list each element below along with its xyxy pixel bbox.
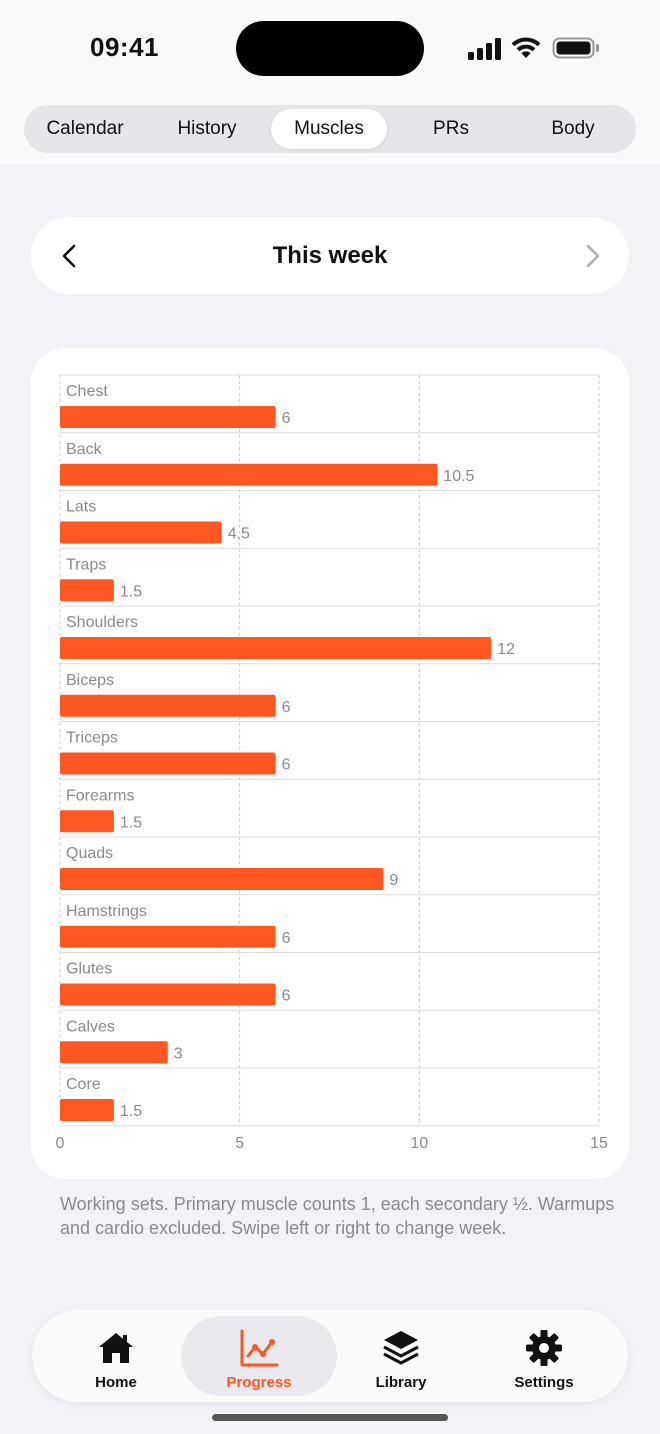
tab-settings[interactable]: Settings	[466, 1316, 622, 1396]
segmented-control: Calendar History Muscles PRs Body	[24, 105, 636, 153]
category-label: Chest	[66, 383, 108, 400]
category-label: Shoulders	[66, 614, 138, 631]
value-label: 3	[174, 1045, 183, 1062]
dynamic-island	[236, 21, 424, 76]
value-label: 6	[282, 757, 291, 774]
x-tick-label: 5	[235, 1135, 244, 1152]
value-label: 12	[497, 641, 515, 658]
x-tick-label: 0	[56, 1135, 65, 1152]
category-label: Lats	[66, 499, 96, 516]
home-indicator	[212, 1414, 448, 1421]
value-label: 4.5	[228, 526, 250, 543]
value-label: 1.5	[120, 1103, 142, 1120]
layers-stack-icon	[383, 1331, 419, 1365]
segment-prs[interactable]: PRs	[433, 118, 469, 139]
tab-progress-label: Progress	[226, 1374, 292, 1391]
value-label: 1.5	[120, 814, 142, 831]
bar-hamstrings	[60, 925, 276, 948]
value-label: 1.5	[120, 583, 142, 600]
bar-core	[60, 1099, 114, 1121]
muscle-sets-chart-card: Chest 6 Back 10.5 Lats 4.5 Traps 1.5 Shoulders 12…	[31, 348, 629, 1179]
muscle-sets-chart: Chest 6 Back 10.5 Lats 4.5 Traps 1.5 Shoulders 12…	[56, 374, 608, 1152]
category-label: Forearms	[66, 787, 134, 804]
category-label: Back	[66, 441, 103, 458]
status-icons	[466, 36, 606, 62]
value-label: 9	[389, 872, 398, 889]
top-area: 09:41 Calendar History Muscles	[0, 0, 660, 164]
value-label: 6	[282, 410, 291, 427]
bar-quads	[60, 868, 384, 890]
signal-icon	[468, 38, 501, 60]
gear-icon	[526, 1330, 562, 1366]
tab-home[interactable]: Home	[38, 1316, 194, 1396]
bar-chest	[60, 406, 276, 428]
segment-history[interactable]: History	[177, 118, 237, 139]
value-label: 6	[282, 699, 291, 716]
tab-settings-label: Settings	[514, 1374, 574, 1391]
bar-lats	[60, 521, 222, 544]
chevron-right-icon	[586, 244, 600, 268]
bar-calves	[60, 1041, 168, 1064]
chart-footnote: Working sets. Primary muscle counts 1, e…	[60, 1194, 615, 1238]
category-label: Calves	[66, 1018, 115, 1035]
tab-library[interactable]: Library	[323, 1316, 479, 1396]
bar-shoulders	[60, 637, 492, 659]
category-label: Hamstrings	[66, 903, 147, 920]
tab-library-label: Library	[375, 1374, 427, 1391]
house-icon	[99, 1333, 133, 1363]
segment-calendar[interactable]: Calendar	[46, 118, 124, 139]
bar-biceps	[60, 694, 276, 717]
bar-back	[60, 463, 438, 486]
value-label: 6	[282, 988, 291, 1005]
segment-body[interactable]: Body	[551, 118, 595, 139]
category-label: Traps	[66, 556, 106, 573]
category-label: Triceps	[66, 730, 118, 747]
week-selector: This week	[31, 217, 629, 294]
bar-forearms	[60, 810, 114, 833]
category-label: Biceps	[66, 672, 114, 689]
x-tick-label: 15	[590, 1135, 608, 1152]
bar-triceps	[60, 752, 276, 775]
category-label: Glutes	[66, 961, 112, 978]
bar-glutes	[60, 983, 276, 1006]
tab-bar: Home Progress Library	[32, 1310, 628, 1402]
chevron-left-icon	[62, 244, 76, 268]
status-time: 09:41	[90, 32, 159, 62]
value-label: 6	[282, 930, 291, 947]
status-bar: 09:41	[0, 0, 660, 100]
tab-home-label: Home	[95, 1374, 137, 1391]
tab-progress[interactable]: Progress	[181, 1316, 337, 1396]
category-label: Core	[66, 1076, 101, 1093]
week-title: This week	[272, 242, 388, 269]
previous-week-button[interactable]	[55, 241, 85, 271]
battery-icon	[552, 37, 599, 59]
wifi-icon	[511, 37, 541, 58]
segment-muscles[interactable]: Muscles	[271, 109, 387, 149]
category-label: Quads	[66, 845, 113, 862]
value-label: 10.5	[443, 468, 474, 485]
next-week-button[interactable]	[577, 241, 607, 271]
x-tick-label: 10	[410, 1135, 428, 1152]
chart-line-icon	[240, 1329, 279, 1367]
bar-traps	[60, 579, 114, 602]
